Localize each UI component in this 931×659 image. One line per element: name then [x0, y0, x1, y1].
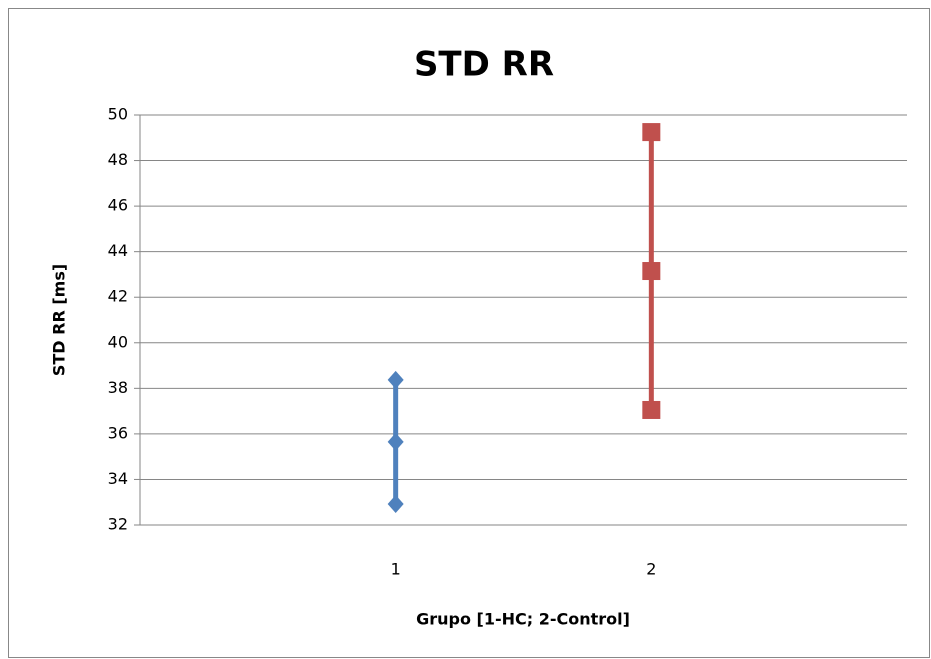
marker: [642, 123, 661, 142]
y-tick-label: 44: [108, 241, 128, 260]
chart-frame: [8, 8, 930, 658]
y-axis-label: STD RR [ms]: [50, 264, 69, 376]
marker: [387, 432, 404, 451]
chart-title: STD RR: [414, 45, 554, 85]
y-tick-label: 50: [108, 105, 128, 124]
y-tick-label: 32: [108, 515, 128, 534]
x-tick-label: 1: [391, 560, 401, 579]
y-tick-label: 42: [108, 287, 128, 306]
y-tick-label: 36: [108, 423, 128, 442]
marker: [642, 400, 661, 419]
y-tick-label: 34: [108, 469, 128, 488]
marker: [642, 262, 661, 281]
y-tick-label: 38: [108, 378, 128, 397]
x-tick-label: 2: [646, 560, 656, 579]
y-tick-label: 48: [108, 150, 128, 169]
marker: [387, 370, 404, 389]
x-axis-label: Grupo [1-HC; 2-Control]: [416, 610, 630, 629]
y-tick-label: 46: [108, 196, 128, 215]
marker: [387, 495, 404, 514]
y-tick-label: 40: [108, 332, 128, 351]
